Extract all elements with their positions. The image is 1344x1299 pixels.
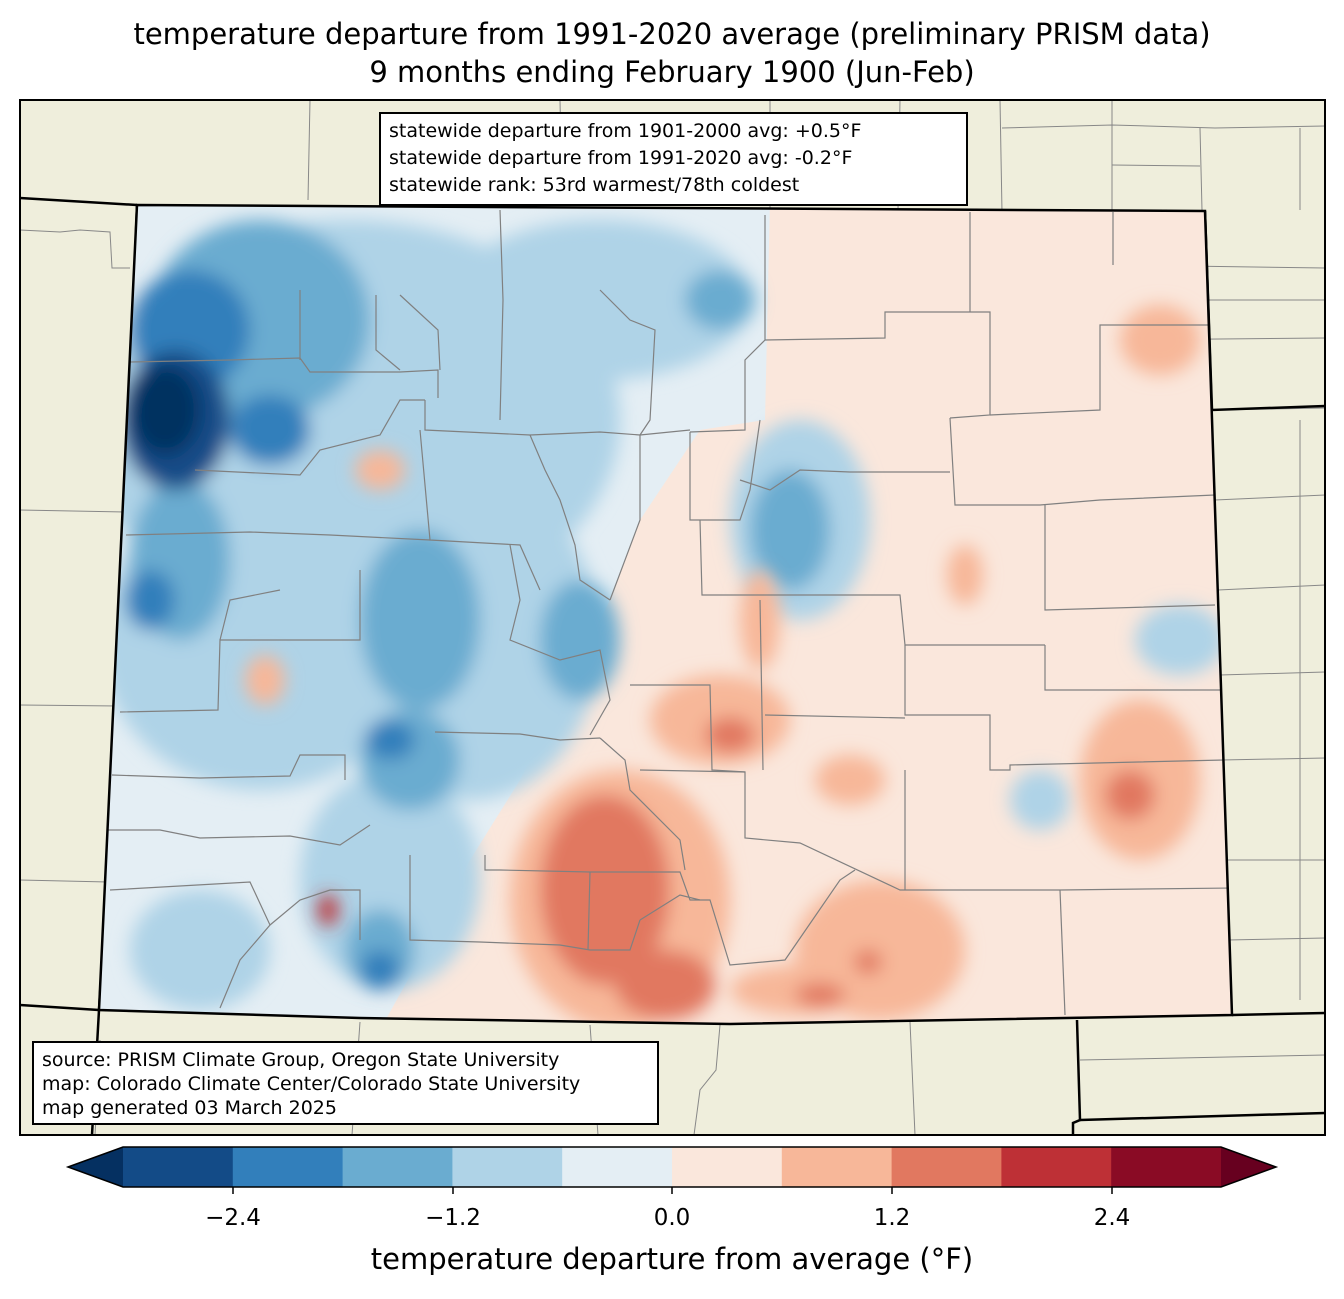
colorbar-bin (562, 1147, 673, 1187)
colorbar-bin (781, 1147, 893, 1187)
colorbar-tick-label: 0.0 (653, 1205, 691, 1231)
credits-generated: map generated 03 March 2025 (42, 1097, 337, 1119)
colorbar-bin (452, 1147, 563, 1187)
statewide-stats-box: statewide departure from 1901-2000 avg: … (379, 112, 968, 206)
colorbar-extend-low (68, 1147, 123, 1187)
map-frame (19, 99, 1326, 1136)
colorbar-bin (891, 1147, 1002, 1187)
colorbar-extend-high (1221, 1147, 1276, 1187)
colorbar-label: temperature departure from average (°F) (370, 1242, 974, 1276)
colorbar-bin (1111, 1147, 1222, 1187)
colorado-border (97, 203, 1234, 1026)
colorbar-outline (65, 1146, 1279, 1188)
stats-departure-1901-2000: statewide departure from 1901-2000 avg: … (389, 120, 862, 142)
colorbar-bin (342, 1147, 453, 1187)
map-title-line1: temperature departure from 1991-2020 ave… (133, 17, 1211, 51)
credits-box: source: PRISM Climate Group, Oregon Stat… (32, 1041, 659, 1125)
colorbar-tick-label: −2.4 (205, 1205, 261, 1231)
colorbar-tick-label: 2.4 (1093, 1205, 1131, 1231)
colorbar-tick-label: 1.2 (873, 1205, 911, 1231)
colorbar-bin (232, 1147, 344, 1187)
stats-rank: statewide rank: 53rd warmest/78th coldes… (389, 174, 800, 196)
colorbar-bin (123, 1147, 234, 1187)
credits-map: map: Colorado Climate Center/Colorado St… (42, 1073, 581, 1095)
temperature-field (99, 205, 1232, 1024)
credits-source: source: PRISM Climate Group, Oregon Stat… (42, 1049, 560, 1071)
colorbar-bin (1001, 1147, 1112, 1187)
colorbar-tick-label: −1.2 (425, 1205, 481, 1231)
colorbar-bin (672, 1147, 783, 1187)
map-title-line2: 9 months ending February 1900 (Jun-Feb) (369, 55, 975, 89)
colorbar (65, 1146, 1279, 1194)
stats-departure-1991-2020: statewide departure from 1991-2020 avg: … (389, 147, 853, 169)
